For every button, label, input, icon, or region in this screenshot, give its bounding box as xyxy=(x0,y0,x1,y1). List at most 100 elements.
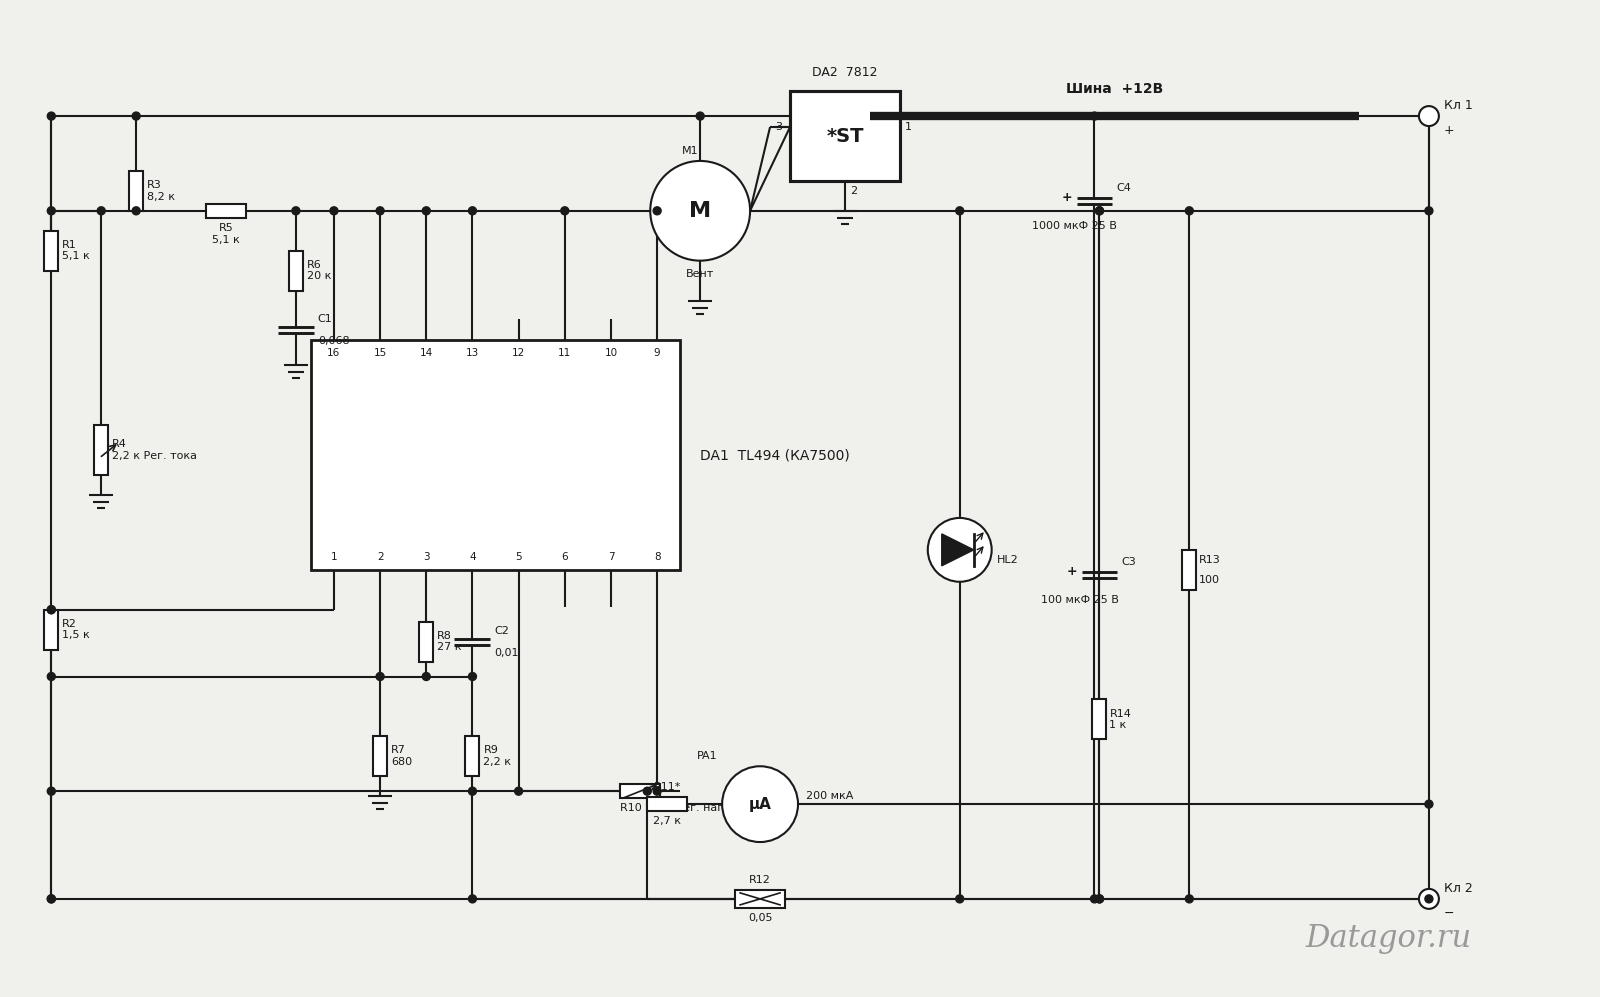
Bar xyxy=(206,203,246,217)
Text: 0,05: 0,05 xyxy=(747,913,773,923)
Bar xyxy=(290,250,302,290)
Text: Вент: Вент xyxy=(686,268,714,278)
Text: R13: R13 xyxy=(1200,554,1221,565)
Circle shape xyxy=(650,161,750,260)
Circle shape xyxy=(955,895,963,903)
Text: +: + xyxy=(1062,191,1072,204)
Bar xyxy=(621,785,661,799)
Text: Шина  +12В: Шина +12В xyxy=(1066,82,1163,96)
Circle shape xyxy=(653,788,661,796)
Text: DA1  TL494 (КА7500): DA1 TL494 (КА7500) xyxy=(701,448,850,463)
Circle shape xyxy=(722,767,798,842)
Text: 3: 3 xyxy=(422,551,429,562)
Text: 200 мкА: 200 мкА xyxy=(806,792,853,802)
Bar xyxy=(45,610,58,650)
Circle shape xyxy=(98,206,106,214)
Circle shape xyxy=(376,206,384,214)
Bar xyxy=(466,737,480,777)
Bar xyxy=(130,170,142,210)
Text: 100: 100 xyxy=(1200,575,1221,585)
Bar xyxy=(648,798,686,812)
Circle shape xyxy=(1419,889,1438,909)
Text: +: + xyxy=(1067,565,1077,578)
Circle shape xyxy=(955,206,963,214)
Text: 6: 6 xyxy=(562,551,568,562)
Text: 1: 1 xyxy=(331,551,338,562)
Circle shape xyxy=(1426,206,1434,214)
Text: 5,1 к: 5,1 к xyxy=(213,234,240,244)
Text: R2
1,5 к: R2 1,5 к xyxy=(62,619,90,640)
Circle shape xyxy=(515,788,523,796)
Text: R10 10 к  Рег. напряжения: R10 10 к Рег. напряжения xyxy=(621,804,778,814)
Text: R12: R12 xyxy=(749,875,771,885)
Circle shape xyxy=(48,895,56,903)
Circle shape xyxy=(48,606,56,614)
Circle shape xyxy=(696,112,704,120)
Bar xyxy=(1182,550,1197,590)
Text: 0,01: 0,01 xyxy=(494,648,518,658)
Bar xyxy=(1093,700,1107,740)
Text: M1: M1 xyxy=(682,146,699,156)
Text: 1000 мкФ 25 В: 1000 мкФ 25 В xyxy=(1032,220,1117,230)
Text: R3
8,2 к: R3 8,2 к xyxy=(147,180,174,201)
Circle shape xyxy=(330,206,338,214)
Text: 1: 1 xyxy=(906,122,912,132)
Text: C4: C4 xyxy=(1117,182,1131,192)
Circle shape xyxy=(1096,895,1104,903)
Text: HL2: HL2 xyxy=(997,555,1019,565)
Text: DA2  7812: DA2 7812 xyxy=(813,66,878,79)
Circle shape xyxy=(48,206,56,214)
Text: −: − xyxy=(1443,907,1454,920)
Circle shape xyxy=(48,112,56,120)
Text: 10: 10 xyxy=(605,348,618,358)
Circle shape xyxy=(1096,895,1104,903)
Circle shape xyxy=(469,673,477,681)
Text: R5: R5 xyxy=(219,222,234,232)
Polygon shape xyxy=(942,534,974,566)
Circle shape xyxy=(1091,895,1099,903)
Circle shape xyxy=(928,518,992,582)
Circle shape xyxy=(653,206,661,214)
Text: R4
2,2 к Рег. тока: R4 2,2 к Рег. тока xyxy=(112,440,197,461)
Circle shape xyxy=(469,788,477,796)
Circle shape xyxy=(133,112,141,120)
Bar xyxy=(734,890,786,908)
Text: М: М xyxy=(690,200,712,220)
Circle shape xyxy=(48,788,56,796)
Circle shape xyxy=(560,206,568,214)
Bar xyxy=(310,340,680,570)
Text: 3: 3 xyxy=(774,122,782,132)
Circle shape xyxy=(643,788,651,796)
Text: 13: 13 xyxy=(466,348,478,358)
Circle shape xyxy=(1186,206,1194,214)
Text: 2: 2 xyxy=(376,551,384,562)
Text: 4: 4 xyxy=(469,551,475,562)
Circle shape xyxy=(1096,206,1104,214)
Text: 2,7 к: 2,7 к xyxy=(653,817,682,827)
Text: PA1: PA1 xyxy=(696,752,717,762)
Circle shape xyxy=(1419,106,1438,126)
Bar xyxy=(790,91,899,180)
Circle shape xyxy=(422,206,430,214)
Text: 2: 2 xyxy=(850,185,858,195)
Circle shape xyxy=(1186,895,1194,903)
Text: R11*: R11* xyxy=(653,783,682,793)
Text: R7
680: R7 680 xyxy=(390,746,413,767)
Circle shape xyxy=(1426,895,1434,903)
Circle shape xyxy=(422,673,430,681)
Bar xyxy=(94,425,109,475)
Circle shape xyxy=(133,206,141,214)
Bar xyxy=(45,230,58,270)
Circle shape xyxy=(291,206,299,214)
Circle shape xyxy=(1091,112,1099,120)
Text: *ST: *ST xyxy=(826,127,864,146)
Text: Кл 2: Кл 2 xyxy=(1443,882,1472,895)
Text: 14: 14 xyxy=(419,348,434,358)
Text: Кл 1: Кл 1 xyxy=(1443,99,1472,112)
Text: R9
2,2 к: R9 2,2 к xyxy=(483,746,512,767)
Circle shape xyxy=(48,673,56,681)
Text: 11: 11 xyxy=(558,348,571,358)
Text: 7: 7 xyxy=(608,551,614,562)
Text: 15: 15 xyxy=(373,348,387,358)
Circle shape xyxy=(1096,206,1104,214)
